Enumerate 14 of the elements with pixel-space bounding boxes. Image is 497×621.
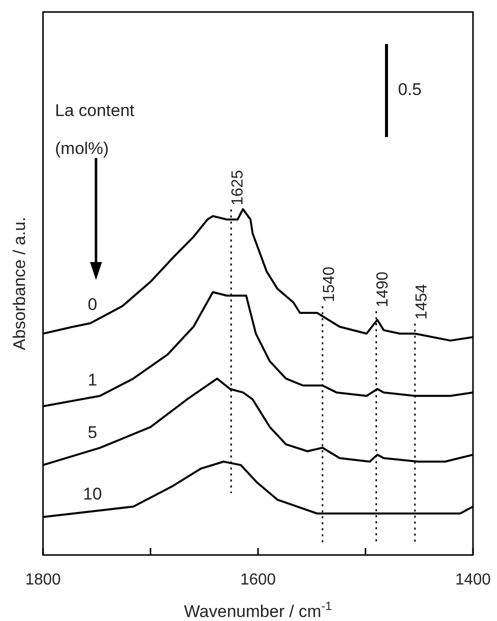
- ref-line-label: 1625: [230, 170, 247, 206]
- x-tick-label: 1600: [240, 571, 276, 588]
- series-label: 5: [88, 423, 98, 442]
- legend-label: 0: [88, 295, 98, 314]
- ref-line-label: 1540: [320, 266, 338, 302]
- ref-line-label: 1454: [413, 284, 430, 320]
- x-tick-label: 1800: [25, 571, 61, 588]
- legend-title: La content (mol%): [55, 100, 134, 160]
- series-label: 10: [82, 484, 102, 504]
- ref-line-label: 1490: [374, 272, 392, 308]
- x-tick-label: 1400: [455, 571, 491, 588]
- text: 0.5: [398, 80, 422, 100]
- series-label: 1: [88, 370, 98, 390]
- y-axis-title: Absorbance / a.u.: [10, 216, 30, 350]
